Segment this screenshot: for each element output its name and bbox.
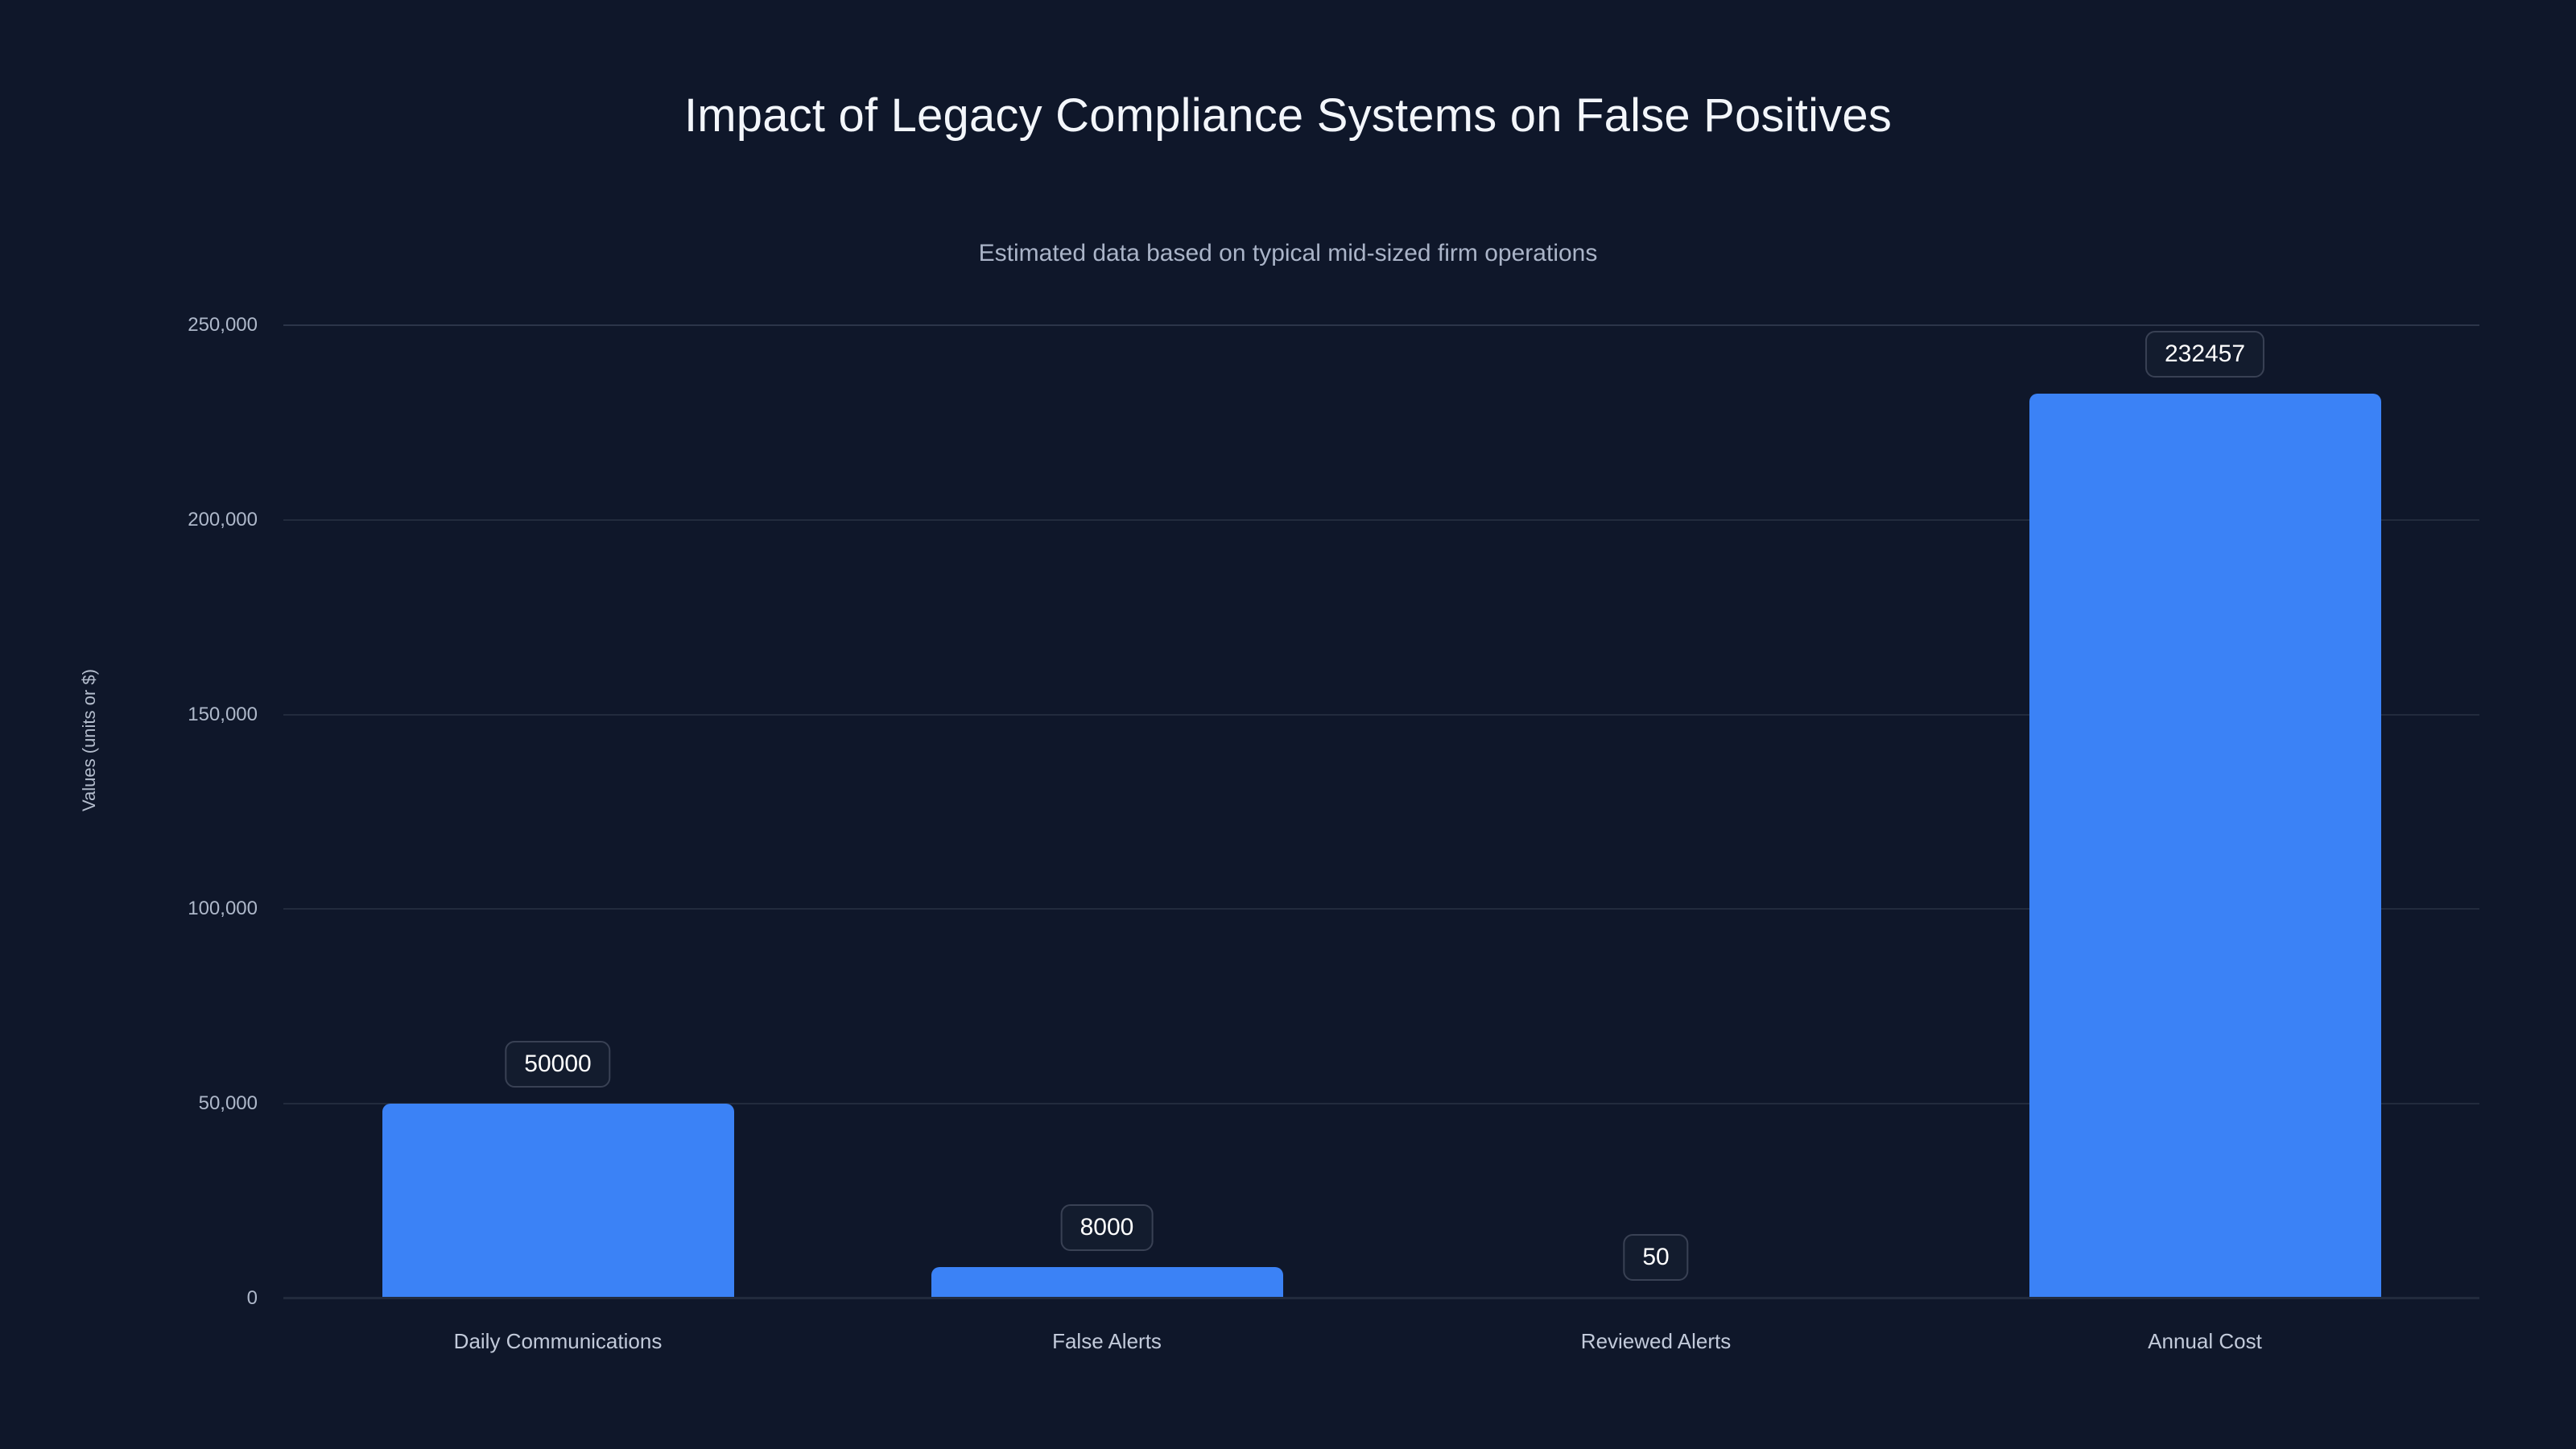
bar[interactable] (2029, 393, 2381, 1298)
gridline (283, 518, 2479, 521)
bar[interactable] (382, 1104, 734, 1298)
bar[interactable] (931, 1267, 1283, 1298)
chart-subtitle: Estimated data based on typical mid-size… (978, 240, 1598, 266)
gridline (283, 324, 2479, 326)
gridline (283, 908, 2479, 910)
bar-value-label: 50 (1623, 1234, 1689, 1281)
gridline (283, 1298, 2479, 1299)
y-axis-tick-label: 100,000 (188, 898, 258, 920)
y-axis-tick-label: 250,000 (188, 314, 258, 336)
gridline (283, 713, 2479, 716)
x-axis-tick-label: False Alerts (1052, 1329, 1162, 1353)
y-axis-title: Values (units or $) (79, 669, 99, 811)
bar-value-label: 50000 (505, 1041, 611, 1088)
x-axis-tick-label: Reviewed Alerts (1580, 1329, 1732, 1353)
y-axis-tick-label: 0 (246, 1287, 258, 1309)
bar-value-label: 232457 (2145, 330, 2265, 378)
bar-value-label: 8000 (1060, 1204, 1154, 1252)
x-axis-baseline (283, 1297, 2479, 1298)
y-axis-tick-label: 200,000 (188, 508, 258, 530)
y-axis-tick-label: 150,000 (188, 703, 258, 725)
chart-title: Impact of Legacy Compliance Systems on F… (683, 89, 1893, 142)
x-axis-tick-label: Daily Communications (453, 1329, 663, 1353)
gridline (283, 1103, 2479, 1105)
y-axis-tick-label: 50,000 (198, 1092, 258, 1115)
x-axis-tick-label: Annual Cost (2148, 1329, 2262, 1353)
plot-area (283, 324, 2479, 1299)
